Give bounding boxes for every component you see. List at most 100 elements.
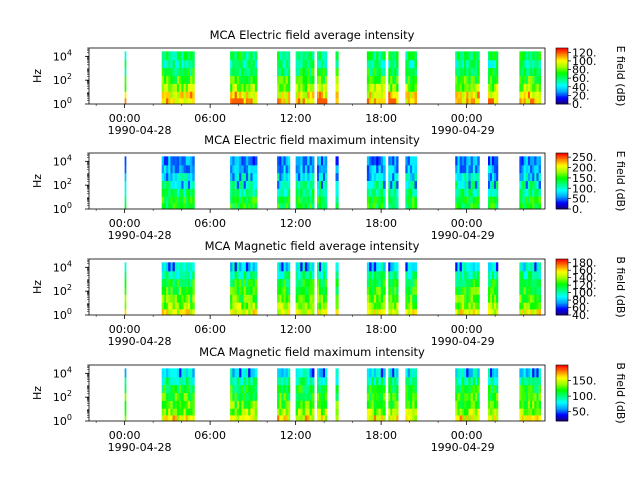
heatmap-cell <box>475 76 478 85</box>
heatmap-cell <box>376 203 379 210</box>
heatmap-cell <box>468 76 471 85</box>
heatmap-cell <box>287 415 291 422</box>
heatmap-cell <box>234 91 238 99</box>
heatmap-cell <box>283 60 286 69</box>
heatmap-cell <box>311 51 315 61</box>
heatmap-cell <box>519 393 522 402</box>
heatmap-cell <box>300 294 303 303</box>
heatmap-cell <box>388 173 391 182</box>
heatmap-cell <box>172 51 176 61</box>
heatmap-cell <box>190 262 193 272</box>
x-date-start: 1990-04-28 <box>108 124 172 137</box>
heatmap-cell <box>525 400 529 409</box>
heatmap-cell <box>239 83 242 92</box>
heatmap-cell <box>250 377 253 386</box>
heatmap-cell <box>376 271 379 280</box>
heatmap-cell <box>392 196 395 204</box>
colorbar-segment <box>556 309 568 312</box>
heatmap-cell <box>493 377 497 386</box>
heatmap-cell <box>490 309 493 316</box>
heatmap-cell <box>493 181 497 190</box>
heatmap-cell <box>369 393 372 402</box>
colorbar-segment <box>556 204 568 207</box>
heatmap-cell <box>536 60 539 69</box>
heatmap-cell <box>279 98 282 105</box>
heatmap-cell <box>243 415 247 422</box>
heatmap-cell <box>283 83 286 92</box>
heatmap-cell <box>179 287 182 296</box>
heatmap-cell <box>250 302 253 310</box>
heatmap-cell <box>457 173 460 182</box>
heatmap-cell <box>371 262 375 272</box>
heatmap-cell <box>297 165 301 174</box>
heatmap-cell <box>283 181 286 190</box>
heatmap-cell <box>369 271 372 280</box>
heatmap-cell <box>472 203 476 210</box>
heatmap-cell <box>279 400 282 409</box>
heatmap-cell <box>369 302 372 310</box>
axes-frame <box>88 152 546 210</box>
heatmap-cell <box>239 400 242 409</box>
heatmap-cell <box>412 165 415 174</box>
heatmap-cell <box>295 302 299 310</box>
heatmap-cell <box>470 309 474 316</box>
heatmap-cell <box>319 400 322 409</box>
heatmap-cell <box>455 287 458 296</box>
heatmap-cell <box>281 173 284 182</box>
heatmap-cell <box>534 83 537 92</box>
heatmap-cell <box>378 262 382 272</box>
heatmap-cell <box>161 271 165 280</box>
heatmap-cell <box>466 91 469 99</box>
heatmap-cell <box>302 165 306 174</box>
heatmap-cell <box>388 83 391 92</box>
heatmap-cell <box>519 309 522 316</box>
colorbar-segment <box>556 190 568 193</box>
heatmap-cell <box>461 377 465 386</box>
heatmap-cell <box>161 181 165 190</box>
heatmap-cell <box>383 294 386 303</box>
heatmap-cell <box>525 302 529 310</box>
heatmap-cell <box>287 400 291 409</box>
colorbar-segment <box>556 181 568 183</box>
heatmap-cell <box>468 287 471 296</box>
heatmap-cell <box>304 165 308 174</box>
heatmap-cell <box>307 415 310 422</box>
heatmap-cell <box>525 385 529 394</box>
heatmap-cell <box>490 279 493 288</box>
heatmap-cell <box>366 408 370 416</box>
heatmap-cell <box>390 188 393 197</box>
heatmap-cell <box>324 400 328 409</box>
heatmap-cell <box>390 196 393 204</box>
heatmap-cell <box>304 415 308 422</box>
heatmap-cell <box>172 196 176 204</box>
heatmap-cell <box>324 83 328 92</box>
colorbar-segment <box>556 59 568 61</box>
heatmap-cell <box>279 262 282 272</box>
heatmap-cell <box>170 203 173 210</box>
heatmap-cell <box>163 203 167 210</box>
heatmap-cell <box>396 68 399 77</box>
heatmap-cell <box>161 393 165 402</box>
heatmap-cell <box>319 51 322 61</box>
heatmap-cell <box>170 173 173 182</box>
heatmap-cell <box>252 98 256 105</box>
y-tick-exponent: 4 <box>67 259 72 268</box>
heatmap-cell <box>283 385 286 394</box>
heatmap-cell <box>283 165 286 174</box>
heatmap-cell <box>525 156 529 166</box>
heatmap-cell <box>491 203 495 210</box>
heatmap-cell <box>309 377 313 386</box>
colorbar-tick-label: 120. <box>572 46 597 59</box>
heatmap-cell <box>324 203 328 210</box>
heatmap-cell <box>309 76 313 85</box>
heatmap-cell <box>187 377 191 386</box>
heatmap-cell <box>302 60 306 69</box>
heatmap-cell <box>519 76 522 85</box>
heatmap-cell <box>181 415 184 422</box>
heatmap-cell <box>302 271 306 280</box>
heatmap-cell <box>230 76 233 85</box>
heatmap-cell <box>307 91 310 99</box>
heatmap-cell <box>309 60 313 69</box>
heatmap-cell <box>477 181 480 190</box>
heatmap-cell <box>378 173 382 182</box>
